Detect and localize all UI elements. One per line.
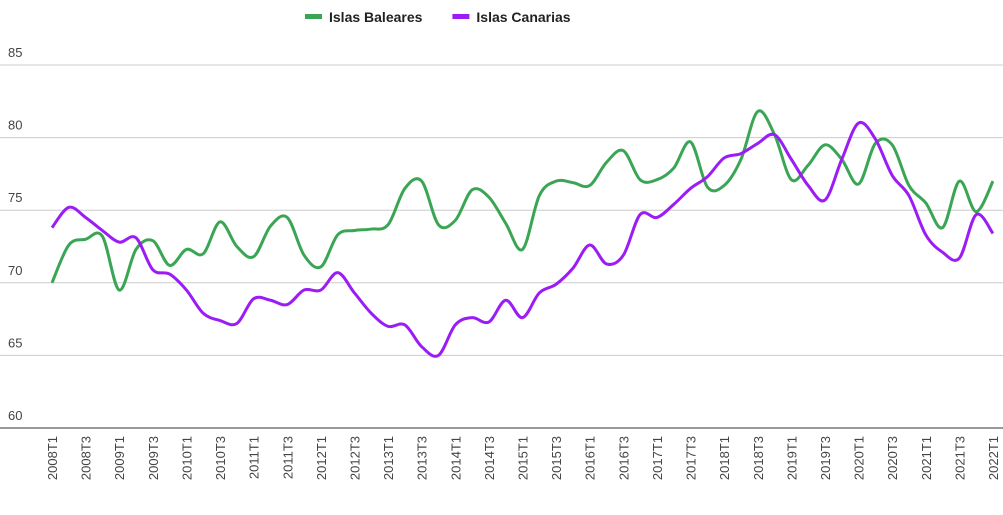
x-tick-label: 2015T3 [549, 436, 564, 480]
x-tick-label: 2020T1 [852, 436, 867, 480]
x-tick-label: 2021T3 [952, 436, 967, 480]
x-tick-label: 2017T1 [650, 436, 665, 480]
x-tick-label: 2016T1 [583, 436, 598, 480]
x-tick-label: 2011T1 [247, 436, 262, 479]
x-tick-label: 2016T3 [616, 436, 631, 480]
y-tick-label: 65 [8, 335, 22, 350]
x-tick-label: 2014T1 [448, 436, 463, 480]
y-tick-label: 70 [8, 263, 22, 278]
line-series [50, 109, 995, 292]
x-tick-label: 2014T3 [482, 436, 497, 480]
y-tick-label: 60 [8, 408, 22, 423]
x-tick-label: 2019T1 [784, 436, 799, 480]
y-tick-label: 80 [8, 118, 22, 133]
legend-swatch [305, 14, 322, 19]
x-tick-label: 2021T1 [919, 436, 934, 480]
line-series [50, 120, 995, 358]
x-tick-label: 2012T3 [347, 436, 362, 480]
x-tick-label: 2019T3 [818, 436, 833, 480]
x-tick-label: 2015T1 [516, 436, 531, 480]
x-tick-label: 2011T3 [280, 436, 295, 479]
x-tick-label: 2009T1 [112, 436, 127, 480]
x-tick-label: 2013T1 [381, 436, 396, 480]
legend-label: Islas Canarias [476, 9, 570, 25]
x-tick-label: 2008T3 [79, 436, 94, 480]
x-tick-label: 2018T1 [717, 436, 732, 480]
x-tick-label: 2012T1 [314, 436, 329, 480]
x-tick-label: 2018T3 [751, 436, 766, 480]
x-tick-label: 2009T3 [146, 436, 161, 480]
legend-swatch [452, 14, 470, 19]
y-tick-label: 75 [8, 190, 22, 205]
x-tick-label: 2022T1 [986, 436, 1001, 480]
x-tick-label: 2013T3 [415, 436, 430, 480]
x-tick-label: 2008T1 [45, 436, 60, 480]
x-tick-label: 2010T3 [213, 436, 228, 480]
x-tick-label: 2017T3 [684, 436, 699, 480]
y-tick-label: 85 [8, 45, 22, 60]
x-tick-label: 2010T1 [179, 436, 194, 480]
legend-label: Islas Baleares [329, 9, 423, 25]
x-tick-label: 2020T3 [885, 436, 900, 480]
